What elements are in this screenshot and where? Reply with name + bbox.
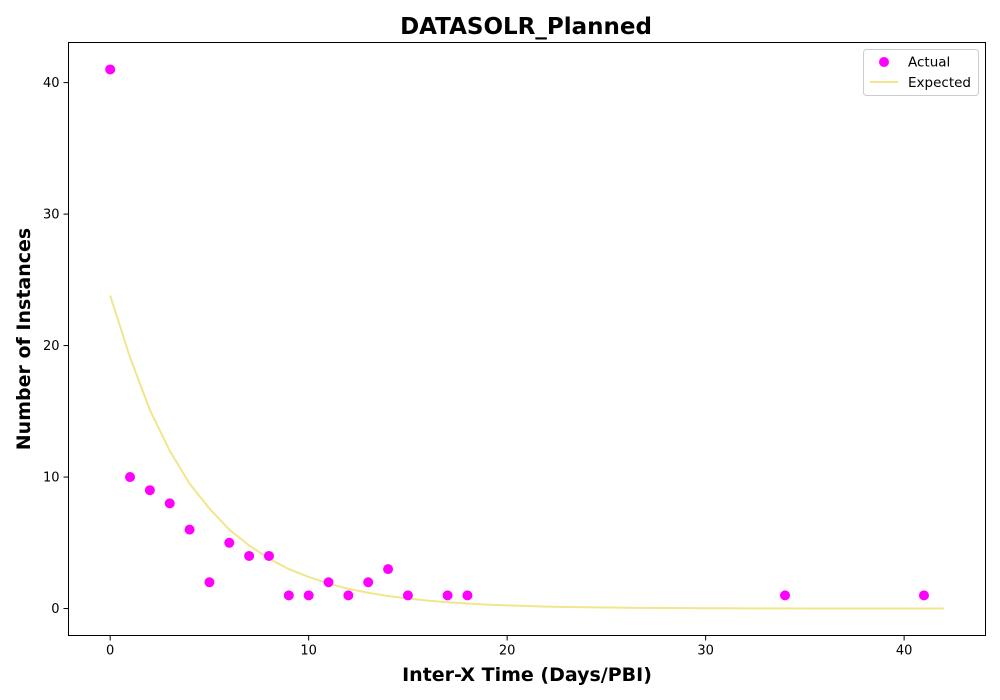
actual-point-15 xyxy=(402,590,413,601)
actual-point-3 xyxy=(164,498,175,509)
expected-line-layer xyxy=(109,295,944,610)
y-axis-ticks: 0 10 20 30 40 xyxy=(43,76,69,617)
plot-area xyxy=(105,64,944,610)
actual-point-14 xyxy=(383,564,394,575)
y-tick-label-10: 10 xyxy=(43,471,60,486)
legend: Actual Expected xyxy=(863,49,979,96)
y-tick-label-40: 40 xyxy=(43,76,60,91)
legend-label-expected: Expected xyxy=(908,75,971,91)
x-tick-label-10: 10 xyxy=(300,644,317,659)
actual-point-1 xyxy=(125,472,136,483)
actual-point-12 xyxy=(343,590,354,601)
actual-point-13 xyxy=(363,577,374,588)
actual-points-layer xyxy=(105,64,929,601)
actual-point-6 xyxy=(224,537,235,548)
x-tick-label-0: 0 xyxy=(106,644,114,659)
x-tick-label-40: 40 xyxy=(896,644,913,659)
y-tick-label-0: 0 xyxy=(51,602,59,617)
actual-point-5 xyxy=(204,577,215,588)
actual-point-18 xyxy=(780,590,791,601)
actual-point-17 xyxy=(462,590,473,601)
expected-curve xyxy=(109,295,944,610)
actual-point-16 xyxy=(442,590,453,601)
actual-point-11 xyxy=(323,577,334,588)
x-tick-label-30: 30 xyxy=(697,644,714,659)
y-axis-label: Number of Instances xyxy=(13,228,35,450)
x-tick-label-20: 20 xyxy=(499,644,516,659)
actual-point-8 xyxy=(263,550,274,561)
actual-point-19 xyxy=(918,590,929,601)
legend-box xyxy=(863,49,979,96)
legend-marker-actual xyxy=(879,57,889,67)
actual-point-2 xyxy=(144,485,155,496)
y-tick-label-30: 30 xyxy=(43,208,60,223)
actual-point-7 xyxy=(244,550,255,561)
legend-label-actual: Actual xyxy=(908,55,950,71)
chart-title: DATASOLR_Planned xyxy=(400,14,652,40)
x-axis-label: Inter-X Time (Days/PBI) xyxy=(402,664,652,686)
plot-frame xyxy=(68,42,986,636)
actual-point-0 xyxy=(105,64,116,75)
actual-point-10 xyxy=(303,590,314,601)
y-tick-label-20: 20 xyxy=(43,339,60,354)
actual-point-9 xyxy=(283,590,294,601)
actual-point-4 xyxy=(184,524,195,535)
x-axis-ticks: 0 10 20 30 40 xyxy=(106,635,913,659)
